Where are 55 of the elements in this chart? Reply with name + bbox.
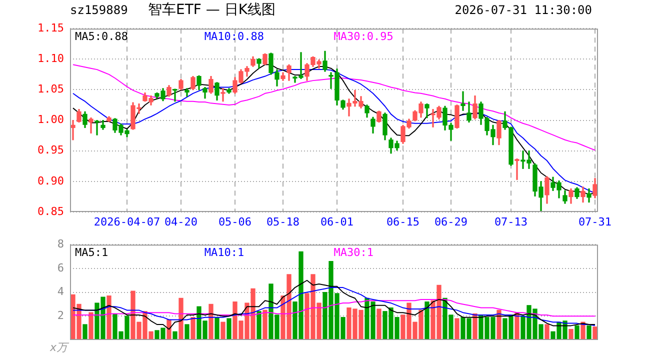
y-tick-label: 2 xyxy=(57,309,64,322)
x-tick-label: 04-20 xyxy=(164,215,198,228)
y-tick-label: 4 xyxy=(57,285,64,298)
bar xyxy=(592,326,598,340)
bar xyxy=(178,298,184,340)
y-tick-label: 1.05 xyxy=(38,82,64,96)
bar xyxy=(262,310,268,340)
bar xyxy=(514,312,520,340)
bar xyxy=(472,313,478,340)
bar xyxy=(376,308,382,340)
y-tick-label: 6 xyxy=(57,261,64,274)
bar xyxy=(586,325,592,340)
bar xyxy=(226,318,232,340)
bar xyxy=(574,325,580,340)
bar xyxy=(88,312,94,340)
y-tick-label: 0.95 xyxy=(38,144,64,157)
bar xyxy=(82,324,88,340)
x-tick-label: 06-15 xyxy=(386,215,420,228)
bar xyxy=(184,324,190,340)
bar xyxy=(544,324,550,340)
bar xyxy=(496,310,502,340)
text: MA30:0.95 xyxy=(334,30,394,43)
x-tick-label: 07-31 xyxy=(578,215,612,228)
text: 2026-07-31 11:30:00 xyxy=(454,3,592,17)
bar xyxy=(214,317,220,340)
text: MA30:1 xyxy=(334,246,374,259)
bar xyxy=(106,296,112,340)
bar xyxy=(172,331,178,340)
y-tick-label: 1.00 xyxy=(38,113,64,126)
x-tick-label: 05-18 xyxy=(266,215,300,228)
bar xyxy=(208,304,214,340)
x-tick-label: 05-06 xyxy=(218,215,252,228)
y-axis-title: x万 xyxy=(50,340,68,355)
x-tick-label: 07-13 xyxy=(494,215,528,228)
bar xyxy=(190,317,196,340)
bar xyxy=(256,311,262,340)
text: MA10:0.88 xyxy=(204,30,264,43)
bar xyxy=(454,318,460,340)
y-tick-label: 1.15 xyxy=(38,21,64,34)
bar xyxy=(568,328,574,340)
bar xyxy=(424,302,430,340)
y-tick-label: 0.85 xyxy=(38,204,64,218)
bar xyxy=(166,319,172,340)
x-tick-label: 06-01 xyxy=(320,215,354,228)
y-tick-label: 8 xyxy=(57,237,64,250)
y-tick-label: 0.90 xyxy=(38,174,64,188)
bar xyxy=(220,322,226,340)
y-tick-label: 1.10 xyxy=(38,52,64,66)
chart-title: 智车ETF — 日K线图 xyxy=(148,1,276,19)
text: sz159889 xyxy=(70,3,128,17)
text: MA5:1 xyxy=(75,246,108,259)
x-tick-label: 06-29 xyxy=(434,215,468,228)
text: MA5:0.88 xyxy=(75,30,128,43)
text: MA10:1 xyxy=(204,246,244,259)
x-tick-label: 2026-04-07 xyxy=(94,215,160,228)
